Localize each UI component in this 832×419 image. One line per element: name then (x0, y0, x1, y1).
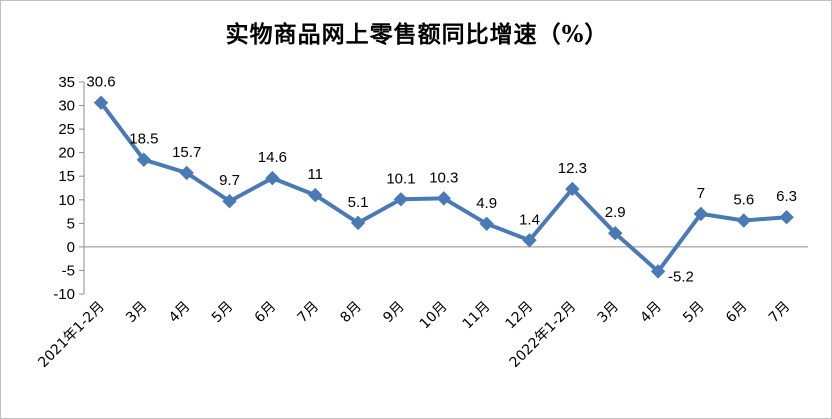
data-point (350, 215, 366, 231)
data-point (93, 95, 109, 110)
x-tick-label: 12月 (503, 299, 537, 333)
data-label: 15.7 (172, 144, 201, 161)
data-point (179, 165, 194, 181)
x-tick-label: 7月 (295, 299, 323, 327)
data-label: 10.1 (386, 170, 415, 187)
data-point (607, 226, 623, 241)
chart-title: 实物商品网上零售额同比增速（%） (225, 21, 609, 48)
data-point (565, 181, 580, 197)
x-tick-label: 3月 (595, 299, 623, 327)
data-point (436, 191, 452, 206)
data-point (265, 170, 280, 186)
data-label: 1.4 (519, 211, 540, 228)
data-point (736, 213, 751, 228)
x-tick-label: 8月 (337, 299, 365, 327)
y-tick-label: -5 (62, 262, 75, 279)
data-label: 6.3 (776, 188, 797, 205)
y-axis: -10 -5 0 5 10 15 20 25 30 35 (53, 74, 85, 303)
y-tick-label: 35 (58, 74, 75, 91)
data-label: 5.1 (348, 194, 369, 211)
data-label: 7 (697, 185, 705, 202)
data-labels: 30.6 18.5 15.7 9.7 14.6 11 5.1 10.1 10.3 4.9 1.4 12… (86, 74, 797, 286)
data-label: 30.6 (86, 74, 115, 91)
series (93, 95, 794, 279)
x-tick-label: 9月 (380, 299, 408, 327)
y-tick-label: 0 (67, 239, 75, 256)
data-point (479, 216, 494, 232)
x-tick-label: 5月 (209, 299, 237, 327)
data-label: 18.5 (129, 131, 158, 148)
y-tick-label: 5 (67, 215, 75, 232)
data-label: 12.3 (558, 160, 587, 177)
x-tick-label: 7月 (766, 299, 794, 327)
data-label: 2.9 (605, 204, 626, 221)
series-line (99, 101, 787, 274)
y-tick-label: 25 (58, 121, 75, 138)
data-label: 14.6 (258, 149, 287, 166)
x-tick-label: 5月 (680, 299, 708, 327)
data-point (650, 264, 666, 279)
y-tick-label: 10 (58, 192, 75, 209)
data-label: 4.9 (476, 195, 497, 212)
x-tick-label: 6月 (723, 299, 751, 327)
y-tick-label: -10 (53, 286, 75, 303)
x-tick-label: 10月 (417, 299, 451, 333)
data-point (522, 233, 537, 248)
y-tick-label: 30 (58, 98, 75, 115)
x-axis: 2021年1-2月 3月 4月 5月 6月 7月 8月 9月 10月 11月 12月2022年1-2… (35, 246, 809, 371)
data-label: 10.3 (429, 169, 458, 186)
x-tick-label: 3月 (123, 299, 151, 327)
x-tick-label: 4月 (166, 299, 194, 327)
x-tick-label: 2021年1-2月 (35, 299, 107, 371)
data-label: 11 (307, 166, 323, 183)
data-point (308, 187, 323, 203)
data-point (693, 206, 709, 222)
data-label: 5.6 (733, 192, 754, 209)
data-point (393, 192, 409, 207)
x-tick-label: 6月 (252, 299, 280, 327)
data-label: -5.2 (668, 268, 694, 285)
x-tick-label: 11月 (460, 299, 494, 333)
y-tick-label: 15 (58, 168, 75, 185)
x-tick-label: 4月 (637, 299, 665, 327)
data-point (779, 210, 794, 225)
data-point (222, 193, 237, 209)
data-point (136, 152, 152, 167)
data-label: 9.7 (219, 172, 240, 189)
y-tick-label: 20 (58, 145, 75, 162)
